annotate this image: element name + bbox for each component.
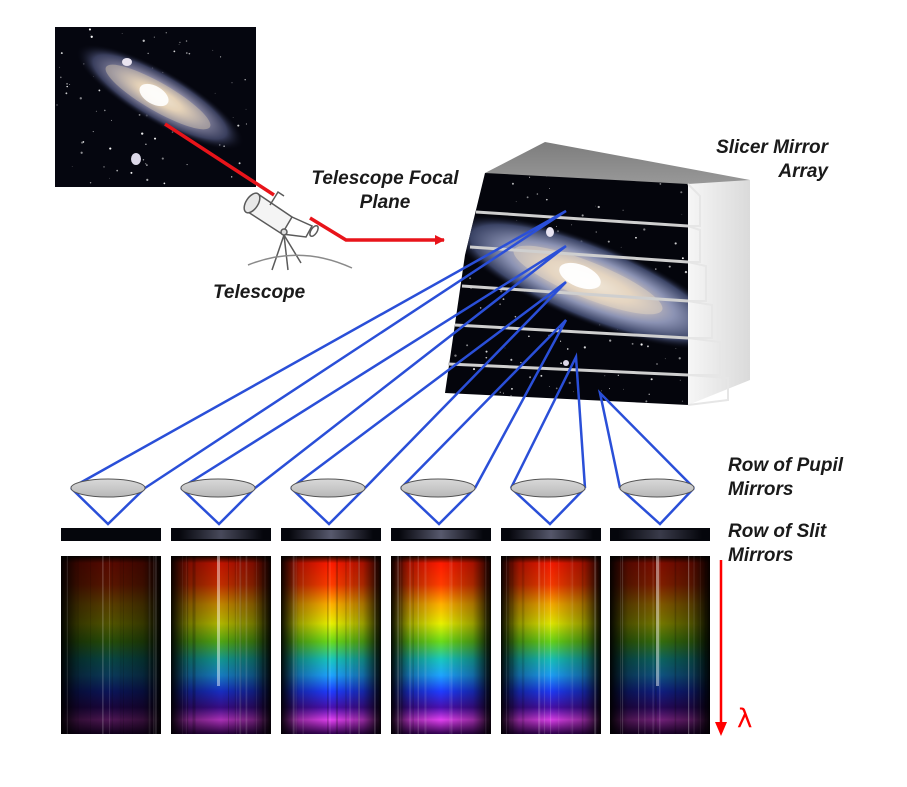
slit-mirror bbox=[61, 528, 161, 541]
spectrum-strip bbox=[610, 556, 710, 734]
pupil-mirror bbox=[70, 478, 146, 498]
slicer-side-face bbox=[688, 180, 750, 405]
slicer-label-line2: Array bbox=[778, 161, 828, 182]
upper-light-cone bbox=[509, 352, 587, 489]
slit-mirrors-label: Row of Slit Mirrors bbox=[728, 520, 826, 568]
upper-light-cone bbox=[180, 244, 567, 490]
pupil-mirror bbox=[290, 478, 366, 498]
slicer-label-line1: Slicer Mirror bbox=[716, 137, 828, 158]
pupil-mirror bbox=[619, 478, 695, 498]
spectrum-strip bbox=[61, 556, 161, 734]
lower-light-cone bbox=[70, 487, 146, 526]
slit-mirror bbox=[281, 528, 381, 541]
incoming-light-ray bbox=[164, 122, 275, 197]
lower-light-cone bbox=[619, 487, 695, 526]
pupil-mirrors-label: Row of Pupil Mirrors bbox=[728, 454, 843, 502]
focal-label-line2: Plane bbox=[359, 192, 411, 213]
upper-light-cone bbox=[597, 389, 695, 489]
pupil-mirror bbox=[510, 478, 586, 498]
telescope-label: Telescope bbox=[213, 282, 306, 303]
pupil-mirror bbox=[180, 478, 256, 498]
telescope-icon bbox=[243, 190, 353, 271]
spectrum-strip bbox=[391, 556, 491, 734]
spectrum-strip bbox=[281, 556, 381, 734]
telescope-focal-plane-label: Telescope Focal Plane bbox=[300, 167, 470, 215]
galaxy-image bbox=[55, 27, 256, 187]
wavelength-arrowhead bbox=[715, 722, 727, 736]
wavelength-symbol: λ bbox=[737, 704, 753, 734]
focal-label-line1: Telescope Focal bbox=[311, 168, 459, 189]
spectrum-strip bbox=[501, 556, 601, 734]
focal-plane-ray bbox=[309, 216, 445, 245]
slit-mirror bbox=[391, 528, 491, 541]
pupil-mirror bbox=[400, 478, 476, 498]
slit-mirror bbox=[610, 528, 710, 541]
slit-mirror-row bbox=[61, 528, 710, 541]
lower-light-cone bbox=[290, 487, 366, 526]
slicer-mirror-array bbox=[445, 142, 750, 406]
upper-light-cone bbox=[70, 209, 567, 490]
pupil-mirror-row bbox=[70, 478, 695, 498]
spectrum-strip bbox=[171, 556, 271, 734]
lower-light-cone bbox=[510, 487, 586, 526]
lower-light-cone bbox=[400, 487, 476, 526]
slicer-mirror-array-label: Slicer Mirror Array bbox=[700, 136, 828, 184]
upper-light-cone bbox=[400, 319, 568, 489]
slit-label-line2: Mirrors bbox=[728, 545, 794, 566]
slit-label-line1: Row of Slit bbox=[728, 521, 827, 542]
light-cones bbox=[70, 209, 695, 526]
slit-mirror bbox=[501, 528, 601, 541]
pupil-label-line1: Row of Pupil bbox=[728, 455, 844, 476]
lower-light-cone bbox=[180, 487, 256, 526]
upper-light-cone bbox=[290, 280, 567, 490]
pupil-label-line2: Mirrors bbox=[728, 479, 794, 500]
slit-mirror bbox=[171, 528, 271, 541]
spectra-row bbox=[61, 556, 710, 734]
